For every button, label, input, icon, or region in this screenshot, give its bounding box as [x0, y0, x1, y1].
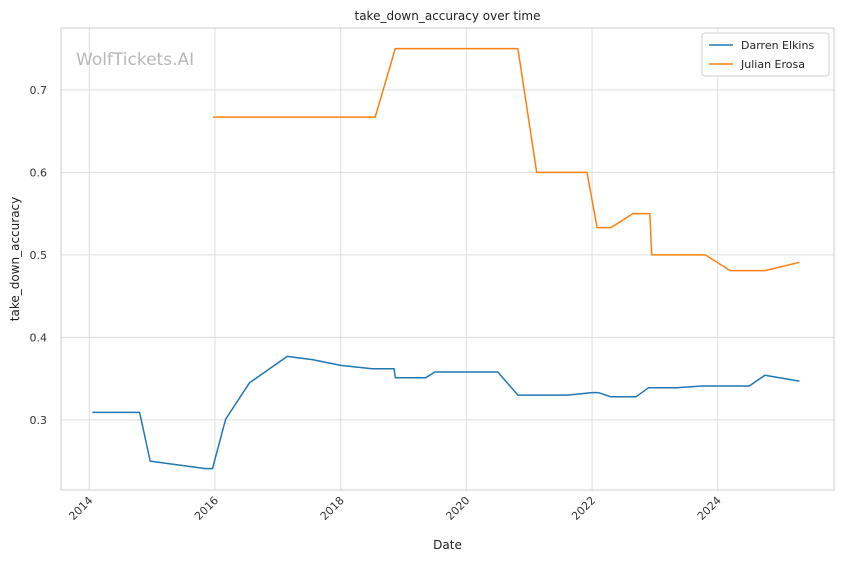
series-layer	[92, 47, 800, 470]
legend: Darren Elkins Julian Erosa	[701, 32, 830, 77]
y-tick-label: 0.5	[30, 249, 48, 262]
y-tick-labels: 0.3 0.4 0.5 0.6 0.7	[30, 84, 48, 427]
y-tick-label: 0.6	[30, 166, 48, 179]
y-tick-label: 0.3	[30, 414, 48, 427]
legend-label-darren-elkins: Darren Elkins	[741, 39, 814, 52]
y-axis-label: take_down_accuracy	[8, 197, 22, 321]
legend-label-julian-erosa: Julian Erosa	[740, 58, 805, 71]
watermark: WolfTickets.AI	[76, 50, 194, 70]
grid	[61, 28, 834, 490]
legend-box	[701, 32, 830, 77]
y-tick-label: 0.7	[30, 84, 48, 97]
chart-title: take_down_accuracy over time	[355, 9, 541, 23]
y-tick-label: 0.4	[30, 331, 48, 344]
plot-frame	[60, 27, 835, 491]
series-line-darren-elkins	[92, 355, 800, 470]
series-line-julian-erosa	[213, 47, 800, 272]
x-axis-label: Date	[433, 538, 462, 552]
